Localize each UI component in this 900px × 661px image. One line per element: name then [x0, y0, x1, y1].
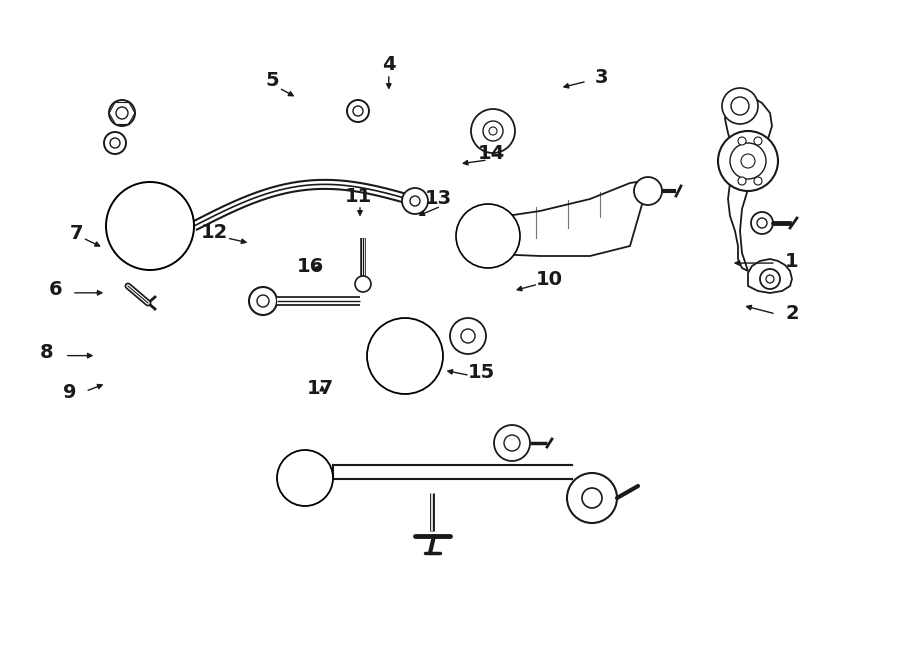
Circle shape [766, 275, 774, 283]
Circle shape [481, 229, 495, 243]
Circle shape [410, 196, 420, 206]
Circle shape [472, 221, 503, 251]
Circle shape [456, 204, 520, 268]
Circle shape [382, 333, 428, 379]
Circle shape [722, 88, 758, 124]
Circle shape [731, 97, 749, 115]
Circle shape [353, 106, 363, 116]
Circle shape [464, 212, 512, 260]
Circle shape [504, 435, 520, 451]
Circle shape [738, 137, 746, 145]
Circle shape [634, 177, 662, 205]
Circle shape [116, 107, 128, 119]
Text: 7: 7 [70, 224, 83, 243]
Text: 2: 2 [785, 305, 799, 323]
Text: 16: 16 [297, 257, 324, 276]
Circle shape [133, 209, 167, 243]
Circle shape [718, 131, 778, 191]
Circle shape [397, 348, 413, 364]
Circle shape [757, 218, 767, 228]
Circle shape [494, 425, 530, 461]
Circle shape [730, 143, 766, 179]
Circle shape [106, 182, 194, 270]
Polygon shape [493, 181, 643, 256]
Circle shape [374, 325, 436, 387]
Text: 1: 1 [785, 252, 799, 270]
Circle shape [115, 191, 185, 261]
Text: 14: 14 [478, 144, 505, 163]
Text: 17: 17 [307, 379, 334, 398]
Text: 4: 4 [382, 56, 396, 74]
Circle shape [347, 100, 369, 122]
Circle shape [124, 200, 176, 252]
Circle shape [249, 287, 277, 315]
Circle shape [367, 318, 443, 394]
Text: 15: 15 [468, 363, 495, 381]
Text: 3: 3 [595, 69, 608, 87]
Text: 12: 12 [201, 223, 228, 242]
Circle shape [104, 132, 126, 154]
Circle shape [754, 177, 762, 185]
Circle shape [741, 154, 755, 168]
Circle shape [760, 269, 780, 289]
Circle shape [471, 109, 515, 153]
Circle shape [738, 177, 746, 185]
Circle shape [483, 121, 503, 141]
Circle shape [754, 137, 762, 145]
Circle shape [110, 138, 120, 148]
Text: 9: 9 [63, 383, 77, 402]
Circle shape [582, 488, 602, 508]
Circle shape [450, 318, 486, 354]
Circle shape [489, 127, 497, 135]
Circle shape [257, 295, 269, 307]
Circle shape [751, 212, 773, 234]
Text: 10: 10 [536, 270, 562, 289]
Circle shape [284, 457, 326, 498]
Text: 11: 11 [345, 188, 372, 206]
Circle shape [355, 276, 371, 292]
Text: 5: 5 [266, 71, 280, 90]
Circle shape [292, 465, 319, 491]
Circle shape [390, 340, 420, 371]
Circle shape [109, 100, 135, 126]
Circle shape [402, 188, 428, 214]
Circle shape [277, 450, 333, 506]
Circle shape [567, 473, 617, 523]
Text: 13: 13 [425, 189, 452, 208]
Bar [333, 465, 572, 479]
Circle shape [461, 329, 475, 343]
Text: 8: 8 [40, 344, 54, 362]
Circle shape [299, 472, 311, 484]
Circle shape [142, 218, 158, 234]
Text: 6: 6 [49, 280, 63, 299]
